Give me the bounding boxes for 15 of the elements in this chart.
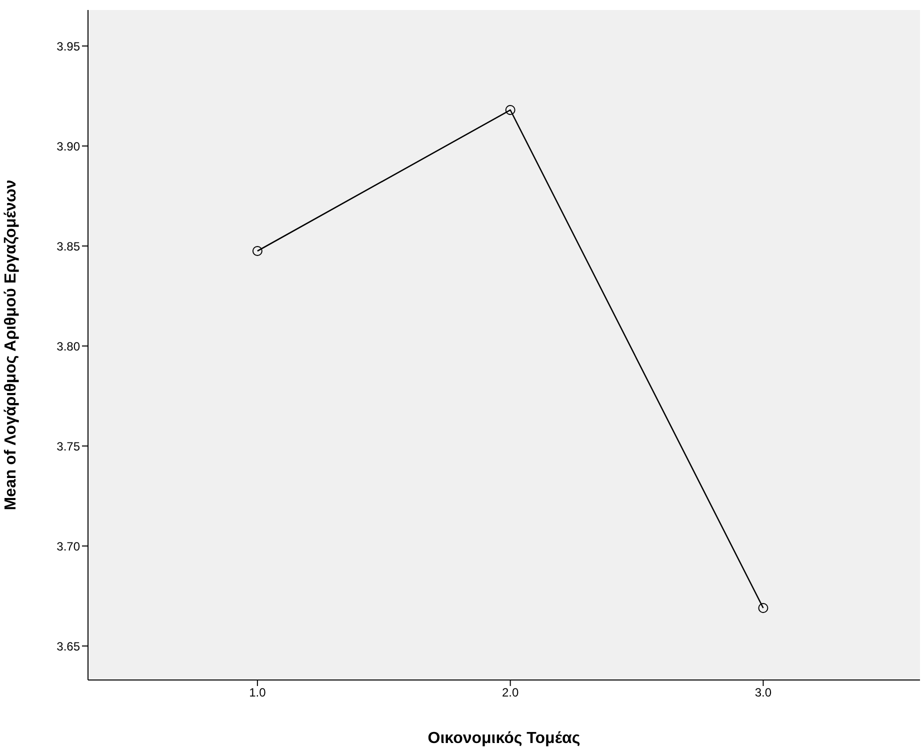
- y-tick-label: 3.65: [56, 639, 80, 654]
- y-tick-label: 3.70: [56, 539, 80, 554]
- y-axis-title: Mean of Λογάριθμος Αριθμού Εργαζομένων: [2, 180, 20, 510]
- y-tick-label: 3.80: [56, 339, 80, 354]
- y-tick-label: 3.85: [56, 239, 80, 254]
- y-tick-label: 3.90: [56, 139, 80, 154]
- x-axis-title: Οικονομικός Τομέας: [428, 730, 580, 747]
- y-tick-label: 3.75: [56, 439, 80, 454]
- point: [758, 603, 768, 613]
- point: [505, 105, 516, 115]
- point: [252, 246, 262, 256]
- x-tick-label: 3.0: [754, 686, 772, 700]
- x-tick-label: 1.0: [249, 686, 266, 700]
- x-tick-label: 2.0: [502, 686, 519, 700]
- y-tick-label: 3.95: [56, 39, 80, 54]
